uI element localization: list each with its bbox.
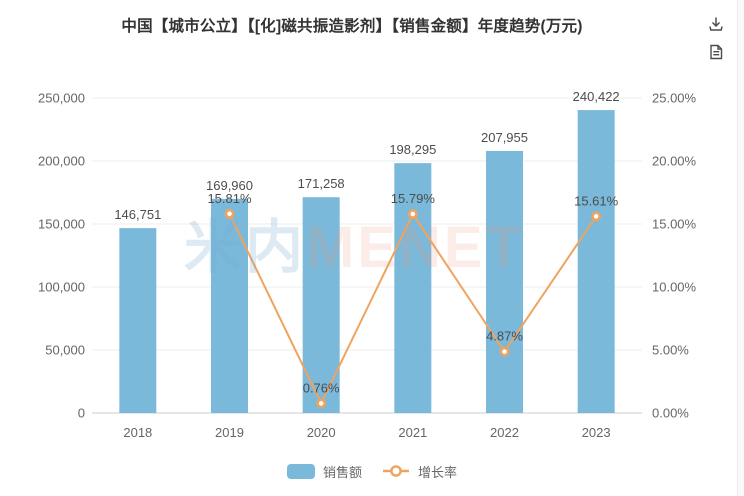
y-axis-left-tick: 250,000 bbox=[38, 91, 85, 106]
growth-point-2020[interactable] bbox=[316, 398, 327, 409]
line-series-swatch-icon bbox=[382, 464, 410, 478]
y-axis-right-tick: 10.00% bbox=[652, 280, 697, 295]
bar-value-label-2019: 169,960 bbox=[206, 178, 253, 193]
y-axis-left-tick: 200,000 bbox=[38, 154, 85, 169]
bar-value-label-2018: 146,751 bbox=[114, 207, 161, 222]
bar-value-label-2022: 207,955 bbox=[481, 130, 528, 145]
bar-series-swatch-icon bbox=[286, 463, 315, 479]
y-axis-left-tick: 100,000 bbox=[38, 280, 85, 295]
chart-title: 中国【城市公立】【[化]磁共振造影剂】【销售金额】年度趋势(万元) bbox=[121, 18, 583, 35]
x-axis-tick-2019: 2019 bbox=[215, 425, 244, 440]
bar-2021[interactable] bbox=[394, 163, 432, 413]
x-axis-tick-2018: 2018 bbox=[123, 425, 152, 440]
bar-2018[interactable] bbox=[119, 228, 157, 413]
bar-value-label-2020: 171,258 bbox=[298, 176, 345, 191]
x-axis-tick-2023: 2023 bbox=[582, 425, 611, 440]
save-as-image-icon[interactable] bbox=[707, 15, 725, 33]
y-axis-right-tick: 20.00% bbox=[652, 154, 697, 169]
legend-label-growth: 增长率 bbox=[418, 464, 458, 480]
growth-value-label-2020: 0.76% bbox=[303, 380, 340, 395]
growth-point-2019[interactable] bbox=[224, 208, 235, 219]
y-axis-right-tick: 15.00% bbox=[652, 217, 697, 232]
y-axis-right-tick: 25.00% bbox=[652, 91, 697, 106]
chart-legend: 销售额 增长率 bbox=[0, 462, 744, 480]
legend-label-sales: 销售额 bbox=[322, 464, 362, 480]
y-axis-right-tick: 0.00% bbox=[652, 406, 689, 421]
growth-value-label-2022: 4.87% bbox=[486, 329, 523, 344]
growth-point-2023[interactable] bbox=[591, 211, 602, 222]
y-axis-right-tick: 5.00% bbox=[652, 343, 689, 358]
bar-2023[interactable] bbox=[577, 110, 615, 413]
y-axis-left-tick: 150,000 bbox=[38, 217, 85, 232]
growth-value-label-2019: 15.81% bbox=[207, 191, 252, 206]
growth-point-2022[interactable] bbox=[499, 346, 510, 357]
data-view-icon[interactable] bbox=[707, 43, 725, 61]
chart-canvas: 250,000 25.00% 200,000 20.00% 150,000 15.00% 1… bbox=[38, 89, 697, 440]
bar-2022[interactable] bbox=[486, 150, 523, 414]
x-axis-tick-2021: 2021 bbox=[398, 425, 427, 440]
x-axis-tick-2020: 2020 bbox=[307, 425, 336, 440]
y-axis-left-tick: 0 bbox=[78, 406, 85, 421]
legend-item-sales[interactable]: 销售额 bbox=[286, 462, 362, 481]
y-axis-left-tick: 50,000 bbox=[45, 343, 85, 358]
growth-point-2021[interactable] bbox=[407, 209, 418, 219]
legend-item-growth[interactable]: 增长率 bbox=[382, 462, 457, 481]
chart-toolbox bbox=[707, 15, 725, 61]
bar-value-label-2021: 198,295 bbox=[389, 142, 436, 157]
bar-2019[interactable] bbox=[211, 198, 248, 413]
growth-value-label-2023: 15.61% bbox=[574, 193, 619, 208]
scrollbar-track[interactable] bbox=[737, 0, 744, 496]
x-axis-tick-2022: 2022 bbox=[490, 425, 519, 440]
bar-value-label-2023: 240,422 bbox=[573, 89, 620, 104]
growth-value-label-2021: 15.79% bbox=[391, 191, 436, 206]
